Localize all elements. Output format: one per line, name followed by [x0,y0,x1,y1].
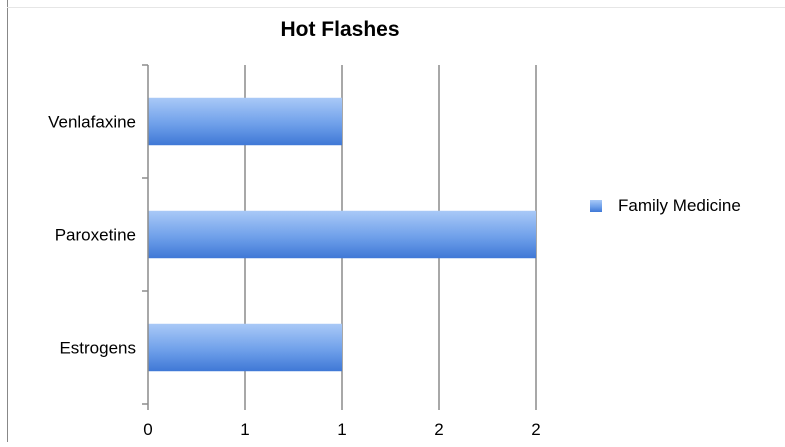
x-tick-label: 1 [337,420,346,439]
y-category-label: Venlafaxine [48,113,136,132]
y-category-label: Estrogens [59,339,136,358]
x-tick-label: 1 [240,420,249,439]
x-tick-label: 0 [143,420,152,439]
legend-swatch [590,200,602,212]
bar [148,97,342,146]
bars-layer [148,97,536,372]
chart-title: Hot Flashes [280,18,399,41]
axis-layer: 0 1 1 2 2 Venlafaxine Paroxetine Estrogens [48,64,541,439]
x-tick-label: 2 [434,420,443,439]
y-category-label: Paroxetine [55,226,136,245]
bar [148,323,342,372]
legend-label: Family Medicine [618,196,741,215]
legend: Family Medicine [590,196,741,215]
x-tick-label: 2 [531,420,540,439]
bar [148,210,536,259]
